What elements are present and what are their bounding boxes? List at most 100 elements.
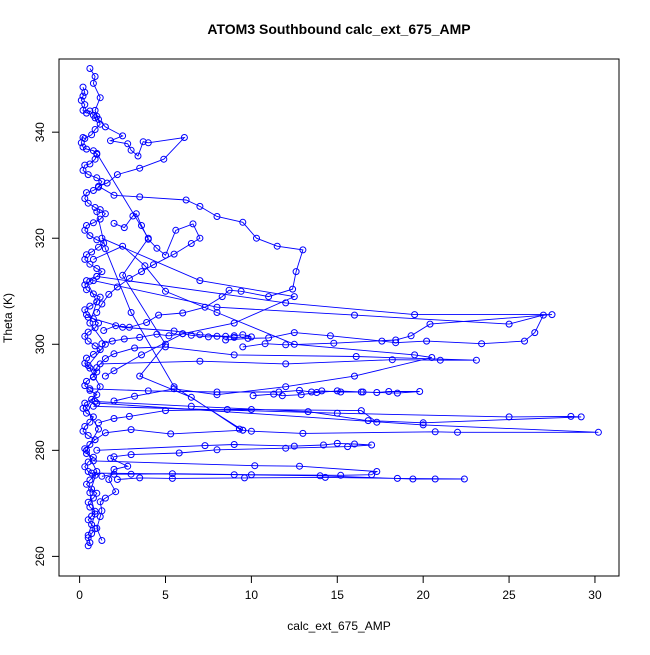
data-point [237,287,245,295]
data-point [388,356,396,364]
data-point [419,421,427,429]
data-point [110,397,118,405]
data-point [213,332,221,340]
series-line [96,153,244,431]
y-tick-label: 300 [33,334,47,354]
data-point [265,334,273,342]
data-point [213,213,221,220]
data-point [125,275,133,282]
data-point [419,419,427,427]
data-point [261,340,269,348]
data-point [531,329,539,337]
data-point [241,474,248,482]
data-point [84,432,92,439]
data-point [251,462,259,470]
data-point [93,364,101,372]
data-point [431,475,439,483]
data-point [79,404,87,412]
data-point [86,107,94,115]
data-point [84,531,92,539]
data-point [96,206,104,214]
data-point [124,462,132,470]
data-point [84,199,92,207]
data-point [393,389,401,397]
data-point [79,143,87,151]
data-point [103,179,111,187]
data-point [170,327,178,335]
data-point [282,444,290,452]
data-point [101,429,109,437]
data-point [392,336,400,344]
y-axis: 260 280 300 320 340 [33,122,60,566]
data-point [270,390,278,398]
data-point [86,65,94,72]
data-point [84,516,92,524]
series-line [88,316,252,345]
data-point [84,542,92,550]
data-point [235,425,243,433]
data-point [144,234,152,242]
data-point [93,265,101,272]
data-point [138,351,145,359]
data-point [144,139,152,147]
data-point [101,123,109,131]
data-point [86,476,94,484]
data-point [239,331,247,339]
series-14 [88,469,468,483]
data-point [162,251,169,259]
data-point [79,427,87,435]
data-point [107,454,114,462]
x-tick-label: 20 [416,588,430,602]
data-point [222,332,230,340]
data-point [110,191,118,199]
x-tick-label: 30 [588,588,602,602]
data-point [83,277,90,285]
data-point [472,356,480,364]
series-line [85,280,106,536]
series-line [101,237,296,377]
data-point [93,399,101,407]
data-point [201,442,209,450]
data-point [273,242,281,250]
data-point [91,126,99,133]
data-point [127,451,135,459]
data-point [96,498,104,506]
data-point [127,146,135,154]
data-point [101,340,109,348]
data-point [282,360,290,368]
data-point [93,272,101,280]
data-point [108,337,116,345]
data-point [330,339,338,347]
data-point [86,232,94,240]
data-point [373,468,381,475]
data-point [86,160,94,168]
data-point [110,470,118,478]
data-point [83,251,90,259]
data-point [86,441,94,448]
data-point [93,298,101,306]
x-tick-label: 5 [162,588,169,602]
series-11 [91,399,602,444]
data-point [88,521,96,529]
data-point [426,320,434,328]
data-point [153,244,161,252]
data-point [83,286,90,294]
data-point [119,132,127,140]
data-point [187,393,195,401]
data-point [89,79,97,87]
series-line [94,402,599,441]
data-point [89,453,97,461]
data-point [105,290,113,298]
data-point [84,362,92,369]
data-point [244,334,252,342]
data-point [110,415,118,422]
data-point [77,139,85,147]
data-point [89,219,97,227]
data-point [299,429,307,437]
data-point [278,392,286,400]
series-19 [89,242,436,405]
data-point [88,485,96,493]
data-point [150,261,157,269]
data-point [89,290,97,298]
data-point [96,215,104,223]
